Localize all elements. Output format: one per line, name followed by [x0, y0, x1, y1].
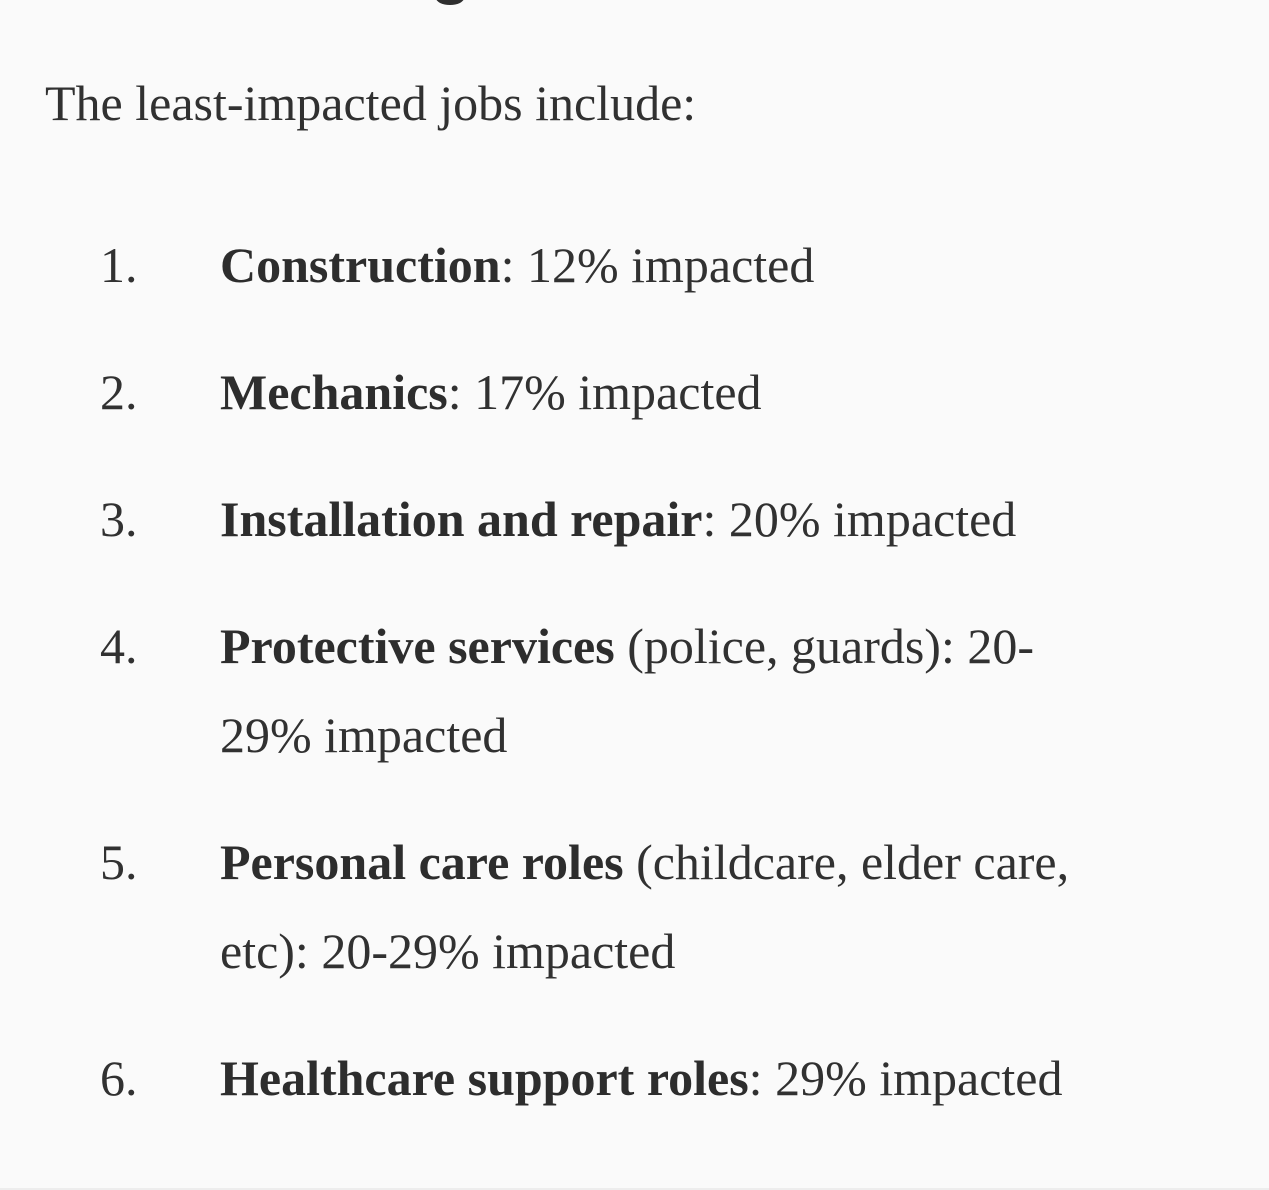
job-detail: : 12% impacted [500, 237, 815, 293]
job-detail: etc): 20-29% impacted [220, 923, 676, 979]
job-detail: : 29% impacted [748, 1050, 1063, 1106]
list-item: 4. Protective services (police, guards): … [0, 602, 1269, 780]
job-title: Protective services [220, 618, 615, 674]
list-item-line: Healthcare support roles: 29% impacted [220, 1034, 1269, 1123]
list-item-number: 3. [100, 491, 138, 547]
job-detail: : 20% impacted [702, 491, 1017, 547]
list-item: 6. Healthcare support roles: 29% impacted [0, 1034, 1269, 1123]
list-item-line: Installation and repair: 20% impacted [220, 475, 1269, 564]
list-item-line: etc): 20-29% impacted [220, 907, 1269, 996]
job-detail: : 17% impacted [447, 364, 762, 420]
job-detail: (childcare, elder care, [623, 834, 1070, 890]
list-item: 5. Personal care roles (childcare, elder … [0, 818, 1269, 996]
list-item-number: 6. [100, 1050, 138, 1106]
list-item-number: 5. [100, 834, 138, 890]
job-title: Healthcare support roles [220, 1050, 749, 1106]
list-item-line: 29% impacted [220, 691, 1269, 780]
list-item: 3. Installation and repair: 20% impacted [0, 475, 1269, 564]
least-impacted-jobs-list: 1. Construction: 12% impacted 2. Mechanics:… [0, 221, 1269, 1123]
intro-paragraph: The least-impacted jobs include: [45, 75, 697, 131]
job-title: Construction [220, 237, 501, 293]
list-item-line: Personal care roles (childcare, elder ca… [220, 818, 1269, 907]
list-item-number: 1. [100, 237, 138, 293]
job-detail: 29% impacted [220, 707, 508, 763]
job-detail: (police, guards): 20- [614, 618, 1034, 674]
truncated-heading-descender-glyph [436, 0, 464, 5]
list-item-number: 4. [100, 618, 138, 674]
job-title: Mechanics [220, 364, 448, 420]
bottom-page-edge [0, 1188, 1269, 1190]
list-item: 1. Construction: 12% impacted [0, 221, 1269, 310]
list-item-line: Construction: 12% impacted [220, 221, 1269, 310]
list-item: 2. Mechanics: 17% impacted [0, 348, 1269, 437]
list-item-line: Protective services (police, guards): 20… [220, 602, 1269, 691]
job-title: Installation and repair [220, 491, 703, 547]
list-item-number: 2. [100, 364, 138, 420]
list-item-line: Mechanics: 17% impacted [220, 348, 1269, 437]
job-title: Personal care roles [220, 834, 624, 890]
